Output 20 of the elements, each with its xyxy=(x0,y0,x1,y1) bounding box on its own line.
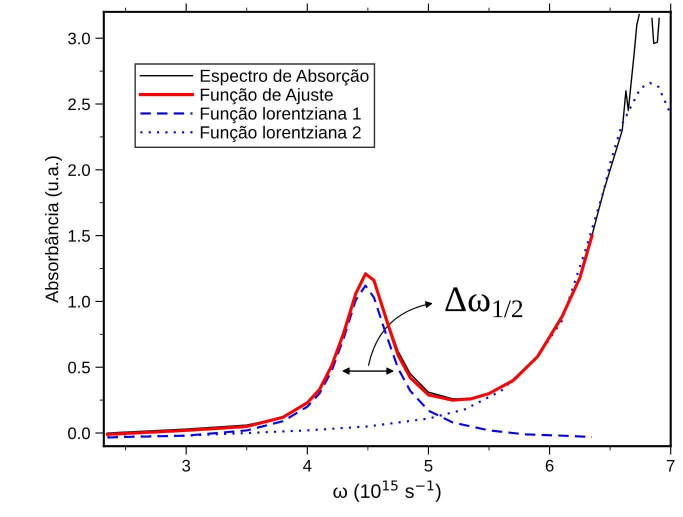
y-tick-label: 0.0 xyxy=(68,427,90,440)
y-tick-label: 2.5 xyxy=(68,98,90,110)
y-tick-label: 0.5 xyxy=(68,362,90,374)
x-tick-label: 7 xyxy=(666,460,675,472)
x-tick-label: 4 xyxy=(303,460,312,472)
legend-label: Função lorentziana 1 xyxy=(200,106,361,124)
y-axis-title: Absorbância (u.a.) xyxy=(45,156,62,303)
legend-label: Função de Ajuste xyxy=(200,88,333,104)
x-tick-label: 3 xyxy=(182,460,190,472)
y-tick-label: 3.0 xyxy=(68,32,90,44)
annotation: Δω$_{1/2}$ xyxy=(445,287,522,318)
y-tick-label: 2.0 xyxy=(68,164,90,176)
x-axis-title: ω (10$^{15}$ s$^{−1}$) xyxy=(333,480,441,502)
x-tick-label: 6 xyxy=(546,460,554,472)
y-tick-label: 1.0 xyxy=(68,296,90,308)
legend-label: Espectro de Absorção xyxy=(200,69,369,86)
y-tick-label: 1.5 xyxy=(68,230,90,242)
legend-label: Função lorentziana 2 xyxy=(200,126,361,142)
line-series xyxy=(106,234,594,436)
x-tick-label: 5 xyxy=(424,460,432,472)
